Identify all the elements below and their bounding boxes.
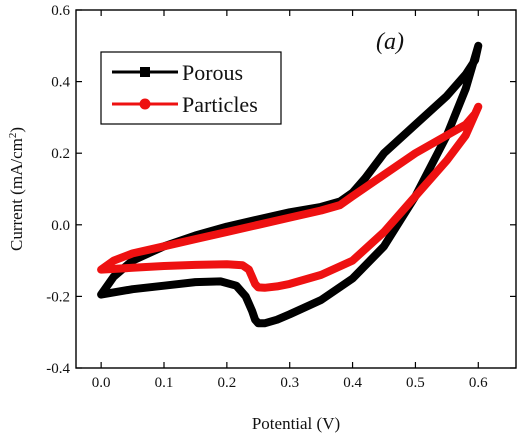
- y-axis-title-main: Current (mA/cm: [7, 138, 26, 251]
- y-tick-label: -0.4: [46, 361, 70, 377]
- y-axis-title-tail: ): [7, 127, 26, 133]
- legend: Porous Particles: [100, 51, 282, 125]
- y-axis-title-superscript: 2: [7, 133, 19, 139]
- x-tick-label: 0.1: [155, 375, 174, 391]
- x-tick-label: 0.5: [406, 375, 425, 391]
- y-tick-label: -0.2: [46, 289, 70, 305]
- legend-label-porous: Porous: [182, 60, 243, 85]
- x-tick-label: 0.0: [92, 375, 111, 391]
- x-tick-label: 0.2: [217, 375, 236, 391]
- x-tick-label: 0.6: [469, 375, 488, 391]
- x-axis-title: Potential (V): [252, 414, 340, 433]
- y-tick-label: 0.4: [51, 75, 70, 91]
- x-tick-label: 0.4: [343, 375, 362, 391]
- y-tick-label: 0.2: [51, 146, 70, 162]
- x-axis-ticks: 0.0 0.1 0.2 0.3 0.4 0.5 0.6: [92, 10, 488, 391]
- plot-frame: [75, 9, 517, 369]
- legend-label-particles: Particles: [182, 92, 258, 117]
- legend-marker-particles: [139, 98, 151, 110]
- y-tick-label: 0.6: [51, 3, 70, 19]
- legend-box: [100, 51, 282, 125]
- series-line-porous: [97, 41, 483, 328]
- series-group: [97, 41, 483, 328]
- x-tick-label: 0.3: [280, 375, 299, 391]
- legend-marker-porous: [140, 67, 150, 77]
- y-axis-ticks: -0.4 -0.2 0.0 0.2 0.4 0.6: [46, 3, 516, 377]
- series-line-particles: [97, 102, 483, 292]
- panel-label: (a): [376, 29, 404, 55]
- y-tick-label: 0.0: [51, 218, 70, 234]
- y-axis-title: Current (mA/cm2): [7, 127, 26, 251]
